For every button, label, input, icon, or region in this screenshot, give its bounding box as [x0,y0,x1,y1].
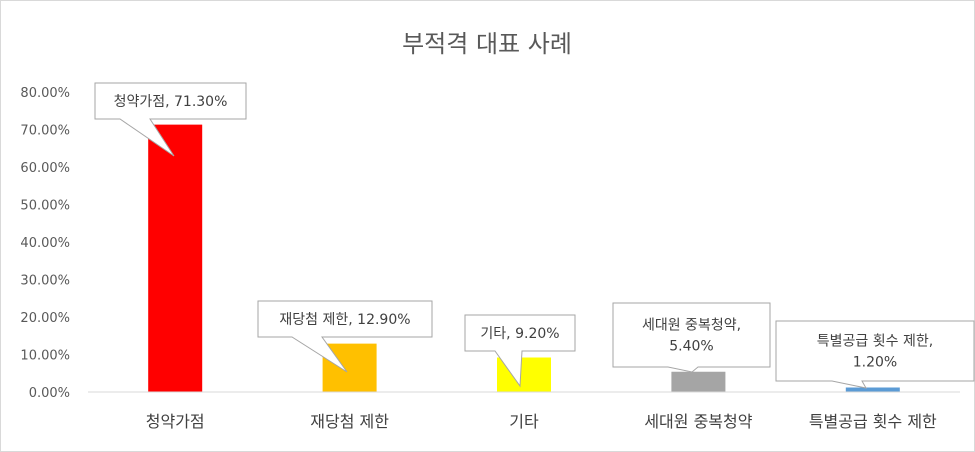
y-tick-label: 20.00% [20,311,70,326]
data-label-text: 청약가점, 71.30% [114,94,228,110]
y-tick-label: 0.00% [29,386,70,401]
y-tick-label: 40.00% [20,236,70,251]
x-category-label: 세대원 중복청약 [644,412,752,431]
y-tick-label: 10.00% [20,349,70,364]
y-tick-label: 50.00% [20,199,70,214]
data-label-text: 1.20% [853,355,897,371]
bar-1 [148,124,203,392]
y-tick-label: 70.00% [20,124,70,139]
bars [148,124,900,392]
y-axis: 0.00% 10.00% 20.00% 30.00% 40.00% 50.00% 60.00… [20,86,70,401]
chart-title: 부적격 대표 사례 [402,30,572,58]
data-label-5: 특별공급 횟수 제한, 1.20% [775,320,975,389]
bar-5 [845,387,900,392]
x-axis: 청약가점 재당첨 제한 기타 세대원 중복청약 특별공급 횟수 제한 [88,391,960,431]
x-category-label: 재당첨 제한 [310,412,389,431]
data-label-text: 세대원 중복청약, [642,318,741,334]
data-label-text: 특별공급 횟수 제한, [817,334,933,350]
data-label-text: 5.40% [669,339,713,355]
data-label-text: 기타, 9.20% [480,326,559,342]
x-category-label: 특별공급 횟수 제한 [809,412,937,431]
data-label-text: 재당첨 제한, 12.90% [279,312,410,328]
bar-4 [671,371,726,392]
y-tick-label: 60.00% [20,161,70,176]
data-label-3: 기타, 9.20% [464,314,576,388]
data-labels: 청약가점, 71.30% 재당첨 제한, 12.90% 기타, 9.20% 세대원 중… [94,82,975,389]
x-category-label: 기타 [509,412,539,431]
y-tick-label: 80.00% [20,86,70,101]
data-label-4: 세대원 중복청약, 5.40% [612,302,771,373]
data-label-1: 청약가점, 71.30% [94,82,247,157]
x-category-label: 청약가점 [146,412,205,431]
y-tick-label: 30.00% [20,274,70,289]
data-label-2: 재당첨 제한, 12.90% [257,300,433,373]
